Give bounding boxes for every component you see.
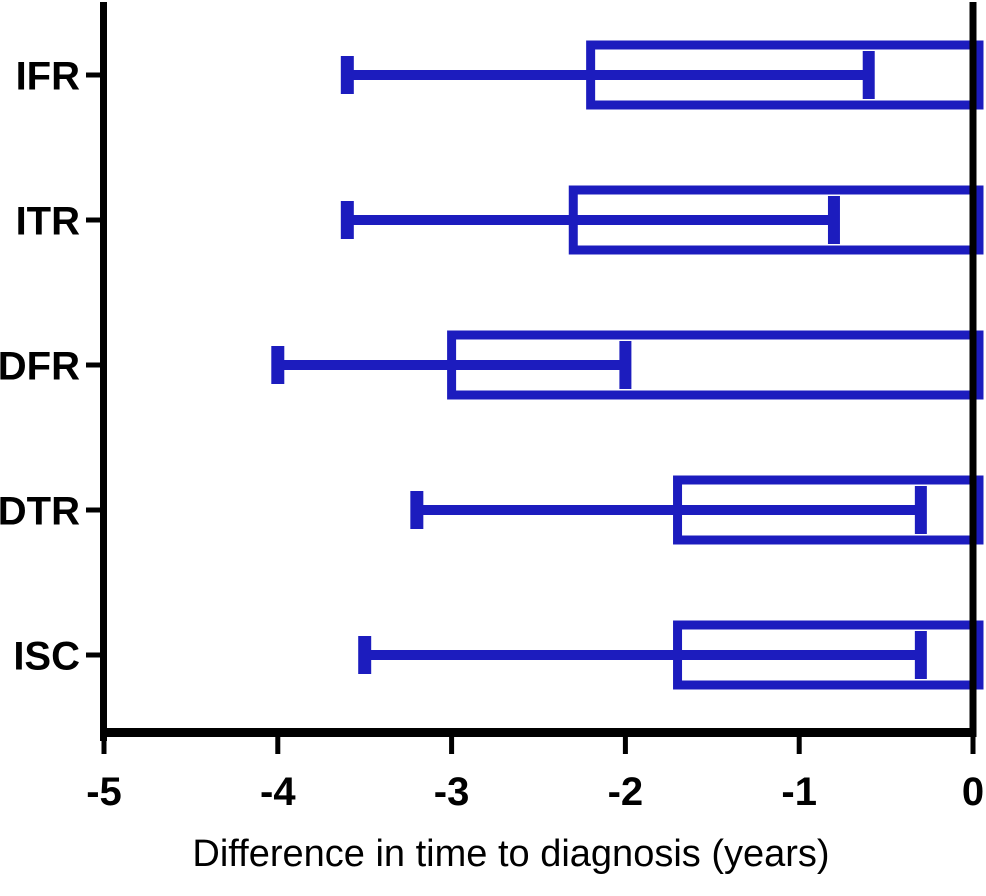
x-tick-label: -5 bbox=[86, 770, 122, 814]
x-tick-label: 0 bbox=[962, 770, 984, 814]
x-axis-title: Difference in time to diagnosis (years) bbox=[192, 833, 829, 875]
category-label: IFR bbox=[16, 54, 81, 98]
x-tick-label: -4 bbox=[260, 770, 296, 814]
plot-layer bbox=[271, 40, 984, 690]
category-label: ISC bbox=[13, 634, 80, 678]
x-tick-label: -2 bbox=[608, 770, 644, 814]
category-label: DFR bbox=[0, 344, 80, 388]
category-label: DTR bbox=[0, 489, 80, 533]
category-label: ITR bbox=[16, 199, 81, 243]
x-tick-label: -1 bbox=[781, 770, 817, 814]
label-layer: IFR ITR DFR DTR ISC -5 -4 -3 -2 -1 0 bbox=[0, 54, 984, 814]
x-tick-label: -3 bbox=[434, 770, 470, 814]
axis-layer bbox=[86, 2, 977, 754]
